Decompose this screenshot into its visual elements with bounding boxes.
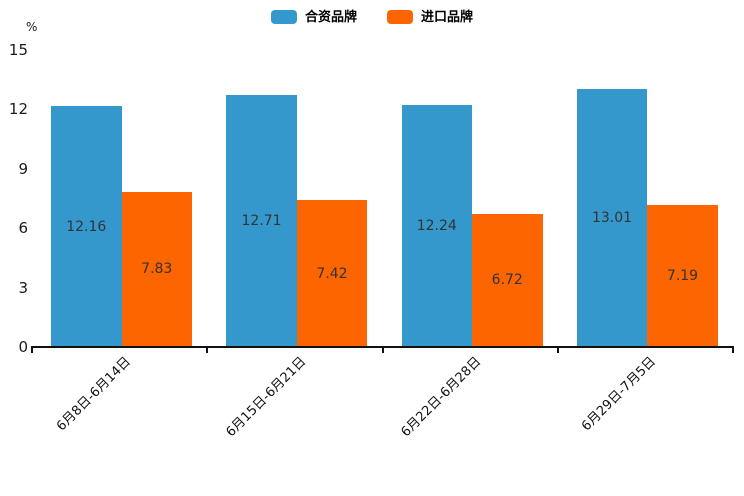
x-axis-category-label: 6月8日-6月14日 [53, 354, 134, 435]
bar-value-label: 7.19 [666, 267, 699, 284]
legend-swatch-icon [387, 10, 413, 24]
x-axis-category-label: 6月22日-6月28日 [398, 354, 485, 441]
y-axis-tick-label: 0 [18, 338, 28, 356]
bar-value-label: 12.24 [416, 217, 457, 234]
legend-label: 合资品牌 [304, 9, 357, 25]
x-axis-tick [381, 346, 384, 353]
bar-进口品牌-1 [296, 200, 368, 347]
y-axis-unit-label: % [26, 20, 38, 34]
x-axis-tick [31, 346, 33, 353]
x-axis-tick [732, 346, 734, 353]
bar-value-label: 7.83 [141, 261, 173, 278]
legend-swatch-icon [270, 10, 297, 24]
y-axis-tick-label: 3 [18, 278, 28, 297]
bar-value-label: 13.01 [591, 210, 633, 227]
x-axis-tick [206, 346, 209, 353]
bar-合资品牌-3 [576, 89, 648, 347]
legend-item-1[interactable]: 进口品牌 [387, 10, 473, 24]
bar-value-label: 12.16 [66, 218, 107, 235]
bar-进口品牌-3 [647, 204, 718, 347]
bar-value-label: 12.71 [241, 213, 282, 230]
x-axis-tick [556, 346, 559, 353]
chart-legend: 合资品牌 进口品牌 [0, 10, 744, 24]
y-axis-tick-label: 15 [8, 41, 28, 59]
y-axis-tick-label: 12 [8, 100, 28, 119]
bar-进口品牌-0 [121, 191, 192, 347]
y-axis-tick-label: 6 [18, 219, 28, 238]
bar-合资品牌-0 [51, 106, 122, 347]
x-axis-category-label: 6月29日-7月5日 [579, 354, 660, 435]
legend-item-0[interactable]: 合资品牌 [270, 9, 357, 25]
legend-label: 进口品牌 [421, 9, 474, 25]
bar-value-label: 6.72 [491, 272, 523, 289]
bar-合资品牌-1 [226, 95, 297, 347]
bar-合资品牌-2 [401, 104, 472, 347]
bar-value-label: 7.42 [316, 265, 348, 282]
x-axis-category-label: 6月15日-6月21日 [222, 354, 309, 441]
y-axis-tick-label: 9 [18, 159, 28, 178]
bar-进口品牌-2 [472, 213, 543, 347]
